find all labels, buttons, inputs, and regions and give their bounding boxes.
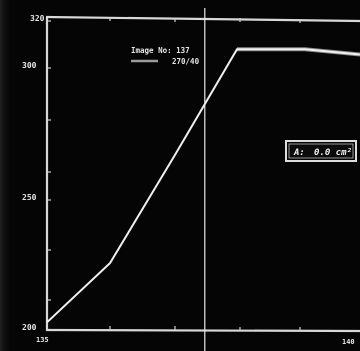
image-number-label: Image No: 137	[131, 46, 190, 55]
x-tick-label: 140	[342, 338, 355, 346]
x-ticks-top	[109, 17, 301, 23]
image-range-label: 270/40	[172, 57, 200, 66]
area-readout-box: A: 0.0 cm²	[285, 140, 357, 162]
y-tick-label: 300	[22, 61, 37, 70]
screen-bezel	[0, 0, 10, 351]
x-tick-label: 135	[36, 336, 49, 344]
x-ticks-bottom	[109, 326, 301, 331]
data-series-line	[46, 48, 360, 324]
y-tick-label: 320	[30, 14, 45, 23]
area-label: A:	[293, 148, 305, 158]
top-axis-line	[45, 15, 360, 23]
y-tick-label: 250	[22, 193, 37, 202]
x-axis-line	[45, 328, 360, 333]
area-value: 0.0 cm²	[314, 148, 352, 158]
y-tick-label: 200	[22, 323, 37, 332]
y-ticks	[47, 20, 51, 301]
